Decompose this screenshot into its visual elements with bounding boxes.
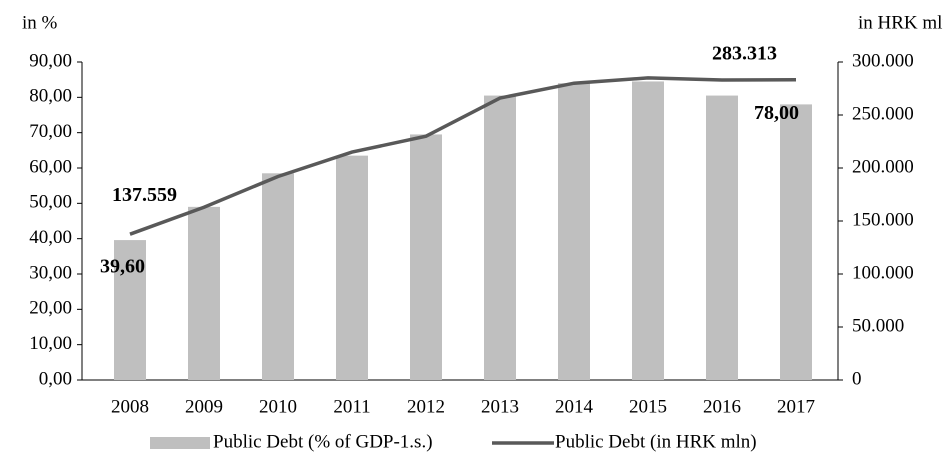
y2-tick-label: 150.000: [852, 209, 914, 230]
bar: [632, 81, 664, 380]
data-label: 137.559: [112, 184, 177, 206]
y-tick-label: 20,00: [29, 298, 72, 319]
y-tick-label: 0,00: [39, 368, 72, 389]
y-tick-label: 50,00: [29, 192, 72, 213]
x-tick-label: 2017: [777, 396, 815, 417]
y-axis-label: in %: [22, 12, 58, 33]
bar: [336, 155, 368, 380]
bar: [262, 173, 294, 380]
y-tick-label: 60,00: [29, 156, 72, 177]
y-tick-label: 30,00: [29, 262, 72, 283]
y-tick-label: 80,00: [29, 86, 72, 107]
y2-tick-label: 200.000: [852, 156, 914, 177]
x-tick-label: 2015: [629, 396, 667, 417]
y-tick-label: 40,00: [29, 227, 72, 248]
bar: [706, 95, 738, 381]
data-label: 283.313: [712, 42, 777, 64]
x-tick-label: 2014: [555, 396, 594, 417]
x-tick-label: 2011: [333, 396, 370, 417]
y2-tick-label: 300.000: [852, 50, 914, 71]
bar: [558, 83, 590, 380]
legend-swatch: [150, 437, 210, 449]
legend-label: Public Debt (% of GDP-1.s.): [213, 431, 433, 452]
x-tick-label: 2009: [185, 396, 223, 417]
line: [129, 76, 797, 236]
y-tick-label: 90,00: [29, 50, 72, 71]
bar: [780, 104, 812, 381]
x-tick-label: 2008: [111, 396, 149, 417]
x-tick-label: 2013: [481, 396, 519, 417]
x-tick-label: 2010: [259, 396, 297, 417]
y2-axis-label: in HRK mln: [858, 12, 943, 33]
bar: [114, 240, 146, 380]
y2-tick-label: 100.000: [852, 262, 914, 283]
data-label: 78,00: [754, 102, 799, 124]
y2-tick-label: 250.000: [852, 103, 914, 124]
x-tick-label: 2012: [407, 396, 445, 417]
x-tick-label: 2016: [703, 396, 741, 417]
bar: [410, 134, 442, 380]
bar: [188, 206, 220, 380]
y2-tick-label: 50.000: [852, 315, 904, 336]
y-tick-label: 70,00: [29, 121, 72, 142]
y-tick-label: 10,00: [29, 333, 72, 354]
y2-tick-label: 0: [852, 368, 862, 389]
bar: [484, 95, 516, 381]
legend-label: Public Debt (in HRK mln): [555, 431, 757, 452]
data-label: 39,60: [100, 256, 145, 278]
